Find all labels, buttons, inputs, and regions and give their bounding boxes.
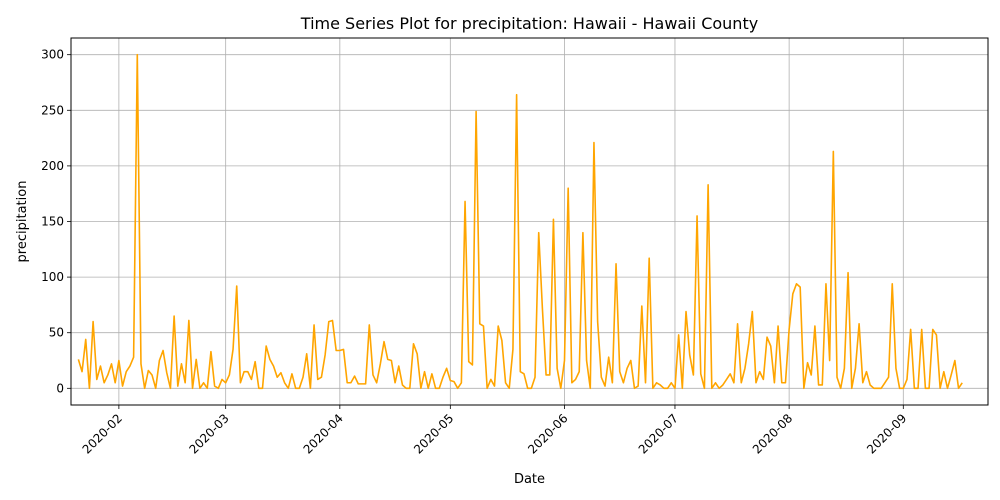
y-axis-label: precipitation [15, 181, 30, 263]
y-tick-label: 300 [41, 48, 64, 62]
y-tick-label: 50 [49, 326, 64, 340]
chart-title: Time Series Plot for precipitation: Hawa… [300, 14, 758, 33]
y-tick-label: 0 [56, 381, 64, 395]
series-line-group [77, 53, 963, 390]
grid [71, 38, 988, 405]
y-tick-label: 100 [41, 270, 64, 284]
y-tick-label: 150 [41, 215, 64, 229]
y-tick-label: 250 [41, 103, 64, 117]
precipitation-series-line [77, 53, 963, 390]
x-axis-label: Date [514, 472, 545, 487]
y-tick-label: 200 [41, 159, 64, 173]
